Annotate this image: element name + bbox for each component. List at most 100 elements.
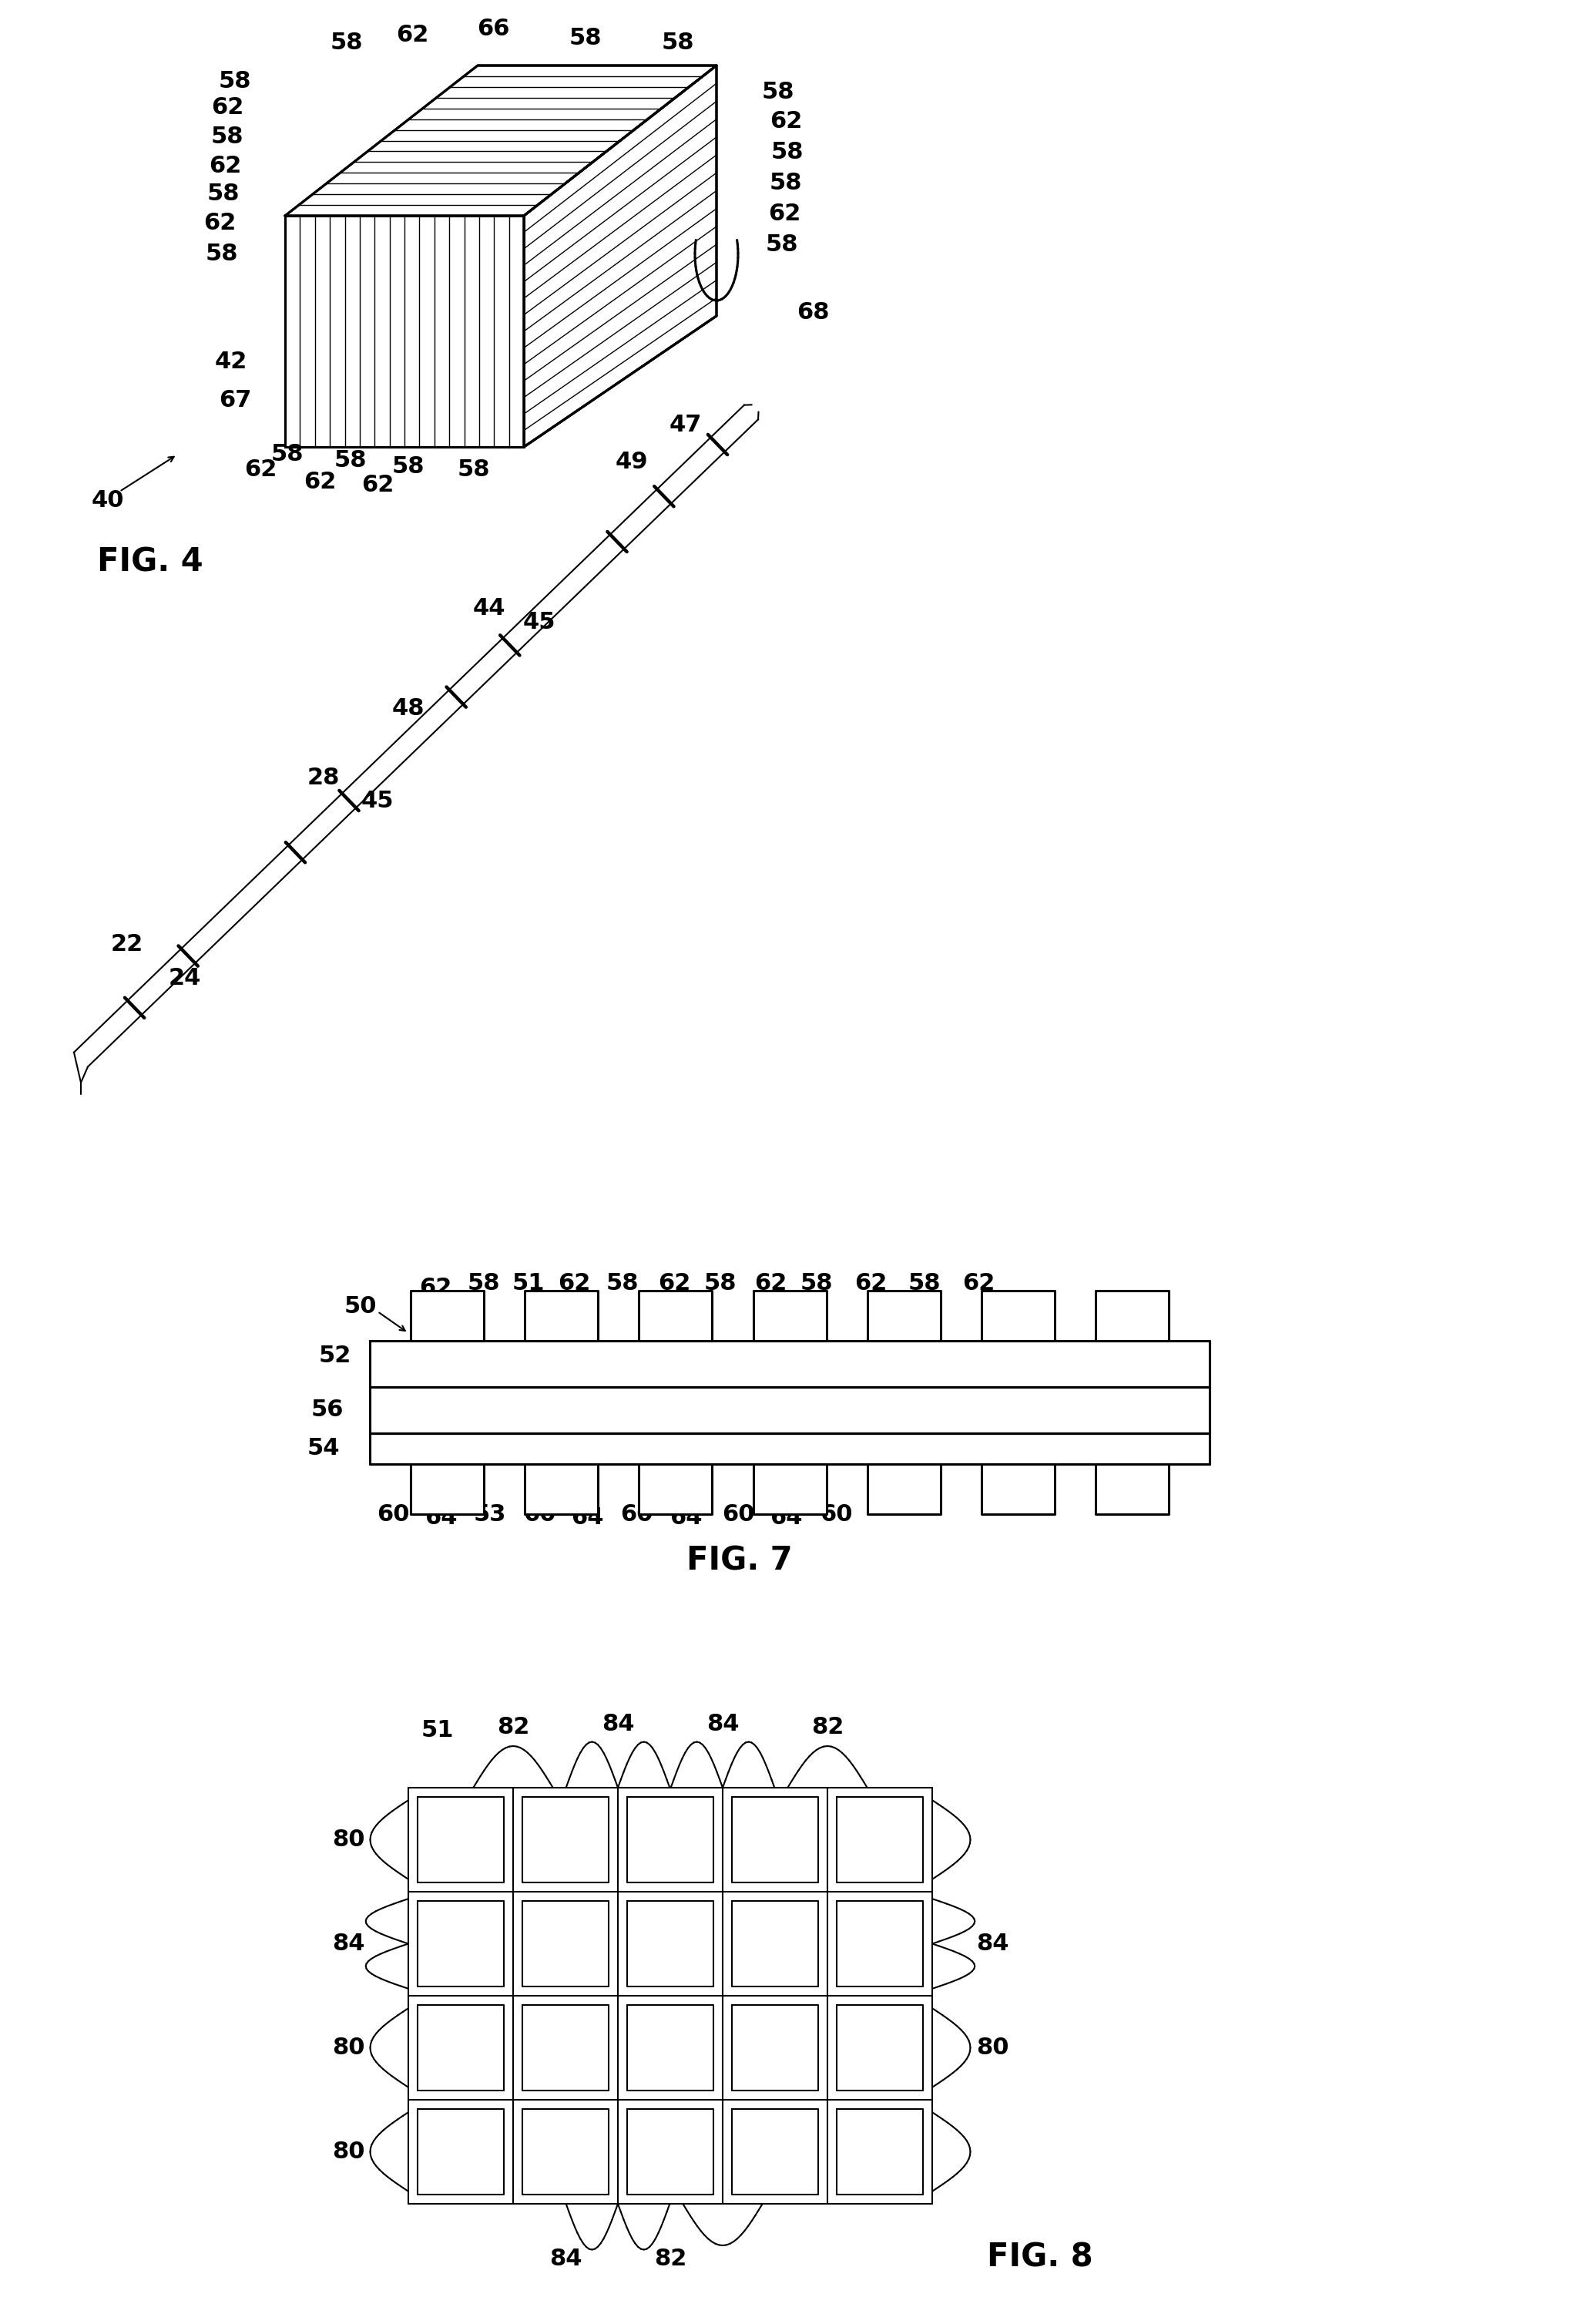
Text: 84: 84	[333, 1934, 364, 1954]
Text: 60: 60	[619, 1504, 653, 1525]
Polygon shape	[836, 2006, 923, 2092]
Text: 58: 58	[770, 172, 802, 195]
Text: 58: 58	[458, 458, 489, 481]
Text: 51: 51	[421, 1720, 455, 1741]
Text: 58: 58	[211, 125, 244, 149]
Polygon shape	[732, 2108, 819, 2194]
Text: 67: 67	[219, 390, 252, 411]
Polygon shape	[1096, 1290, 1169, 1341]
Text: 68: 68	[797, 300, 828, 323]
Text: 58: 58	[908, 1271, 941, 1294]
Polygon shape	[732, 1901, 819, 1987]
Text: 64: 64	[425, 1506, 458, 1529]
Polygon shape	[410, 1290, 485, 1341]
Text: FIG. 8: FIG. 8	[987, 2243, 1093, 2273]
Polygon shape	[638, 1464, 713, 1515]
Text: 47: 47	[670, 414, 702, 437]
Text: 51: 51	[512, 1271, 545, 1294]
Text: 80: 80	[333, 2140, 364, 2164]
Polygon shape	[982, 1464, 1055, 1515]
Polygon shape	[732, 1796, 819, 1882]
Text: 62: 62	[961, 1271, 995, 1294]
Text: 58: 58	[800, 1271, 833, 1294]
Text: 84: 84	[706, 1713, 740, 1736]
Text: 58: 58	[467, 1271, 501, 1294]
Text: 82: 82	[497, 1717, 529, 1738]
Text: 58: 58	[569, 28, 602, 49]
Text: 66: 66	[477, 19, 510, 40]
Polygon shape	[752, 1290, 827, 1341]
Polygon shape	[524, 1290, 599, 1341]
Polygon shape	[285, 216, 524, 446]
Text: 24: 24	[168, 967, 201, 990]
Text: 49: 49	[615, 451, 648, 474]
Text: 64: 64	[670, 1506, 702, 1529]
Text: 42: 42	[215, 351, 247, 374]
Text: 40: 40	[92, 490, 124, 511]
Text: 62: 62	[304, 469, 336, 493]
Polygon shape	[1096, 1464, 1169, 1515]
Text: 28: 28	[307, 767, 341, 790]
Polygon shape	[369, 1387, 1210, 1434]
Text: 58: 58	[762, 81, 795, 105]
Polygon shape	[523, 1901, 608, 1987]
Text: 62: 62	[768, 202, 800, 225]
Polygon shape	[369, 1434, 1210, 1464]
Text: 62: 62	[854, 1271, 887, 1294]
Text: 62: 62	[211, 98, 244, 119]
Text: 58: 58	[662, 30, 694, 53]
Polygon shape	[418, 2108, 504, 2194]
Text: 84: 84	[550, 2247, 581, 2271]
Text: 64: 64	[770, 1506, 802, 1529]
Text: 62: 62	[657, 1271, 691, 1294]
Text: 52: 52	[318, 1346, 352, 1367]
Text: FIG. 4: FIG. 4	[97, 546, 203, 579]
Text: 58: 58	[271, 444, 304, 465]
Polygon shape	[627, 1901, 713, 1987]
Text: FIG. 7: FIG. 7	[686, 1543, 792, 1576]
Text: 64: 64	[570, 1506, 604, 1529]
Text: 45: 45	[361, 790, 394, 813]
Polygon shape	[836, 1796, 923, 1882]
Polygon shape	[866, 1464, 941, 1515]
Text: 62: 62	[361, 474, 394, 497]
Text: 84: 84	[976, 1934, 1009, 1954]
Text: 82: 82	[811, 1717, 844, 1738]
Text: 62: 62	[754, 1271, 787, 1294]
Polygon shape	[732, 2006, 819, 2092]
Text: 62: 62	[209, 153, 241, 177]
Polygon shape	[627, 2006, 713, 2092]
Polygon shape	[866, 1290, 941, 1341]
Polygon shape	[418, 1796, 504, 1882]
Text: 58: 58	[391, 456, 425, 476]
Polygon shape	[524, 65, 716, 446]
Text: 58: 58	[703, 1271, 737, 1294]
Text: 60: 60	[819, 1504, 852, 1525]
Polygon shape	[627, 1796, 713, 1882]
Polygon shape	[752, 1464, 827, 1515]
Polygon shape	[523, 1796, 608, 1882]
Text: 56: 56	[310, 1399, 344, 1422]
Text: 53: 53	[474, 1504, 507, 1525]
Polygon shape	[369, 1341, 1210, 1387]
Text: 58: 58	[219, 70, 252, 93]
Polygon shape	[836, 1901, 923, 1987]
Text: 62: 62	[203, 211, 236, 235]
Text: 60: 60	[722, 1504, 754, 1525]
Text: 84: 84	[602, 1713, 634, 1736]
Text: 60: 60	[377, 1504, 409, 1525]
Text: 48: 48	[391, 697, 425, 720]
Text: 80: 80	[333, 2036, 364, 2059]
Polygon shape	[627, 2108, 713, 2194]
Text: 58: 58	[208, 184, 239, 205]
Text: 22: 22	[111, 932, 144, 955]
Text: 82: 82	[654, 2247, 686, 2271]
Text: 45: 45	[523, 611, 556, 634]
Text: 62: 62	[396, 23, 429, 46]
Text: 58: 58	[765, 235, 798, 256]
Text: 54: 54	[307, 1439, 341, 1459]
Text: 58: 58	[334, 449, 367, 472]
Polygon shape	[638, 1290, 713, 1341]
Polygon shape	[523, 2108, 608, 2194]
Text: 80: 80	[976, 2036, 1009, 2059]
